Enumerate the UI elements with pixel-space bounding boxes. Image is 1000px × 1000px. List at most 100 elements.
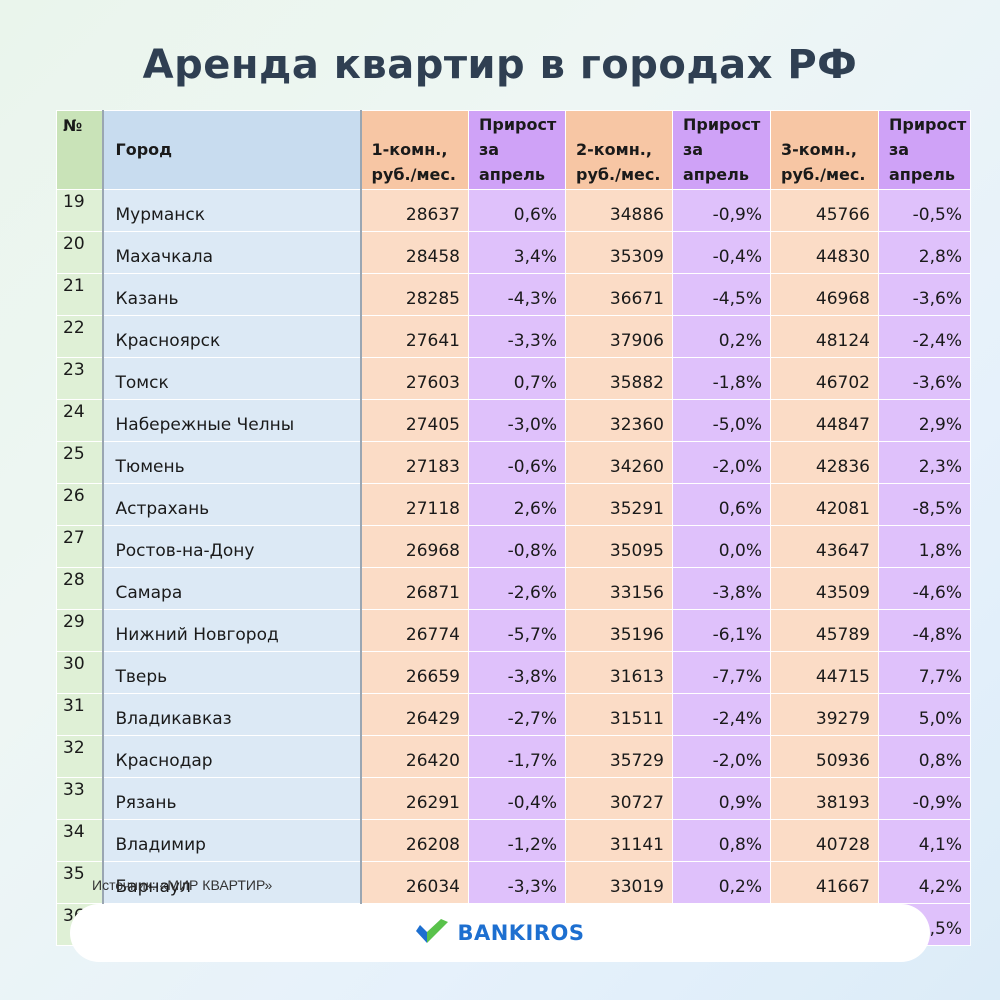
price-3room: 45766 (770, 189, 879, 232)
growth-1room: -0,6% (468, 441, 566, 484)
growth-2room: 0,0% (672, 525, 771, 568)
price-2room: 35309 (565, 231, 673, 274)
price-1room: 28285 (360, 273, 469, 316)
row-number: 19 (56, 189, 103, 232)
price-1room: 27118 (360, 483, 469, 526)
city-name: Красноярск (101, 315, 362, 358)
growth-2room: -5,0% (672, 399, 771, 442)
growth-1room: -3,3% (468, 861, 566, 904)
table-header-row: № Город 1-комн., руб./мес. Прирост за апрел… (56, 110, 971, 190)
growth-2room: -2,0% (672, 441, 771, 484)
price-3room: 44715 (770, 651, 879, 694)
price-3room: 39279 (770, 693, 879, 736)
price-3room: 38193 (770, 777, 879, 820)
table-row: 31 Владикавказ 26429 -2,7% 31511 -2,4% 39279 5,… (56, 693, 971, 736)
price-3room: 46968 (770, 273, 879, 316)
price-2room: 35196 (565, 609, 673, 652)
row-number: 22 (56, 315, 103, 358)
header-3room-growth: Прирост за апрель (878, 110, 971, 190)
row-number: 31 (56, 693, 103, 736)
table-row: 19 Мурманск 28637 0,6% 34886 -0,9% 45766 -0,5% (56, 189, 971, 232)
header-3room-price: 3-комн., руб./мес. (770, 110, 879, 190)
header-1room-price: 1-комн., руб./мес. (360, 110, 469, 190)
growth-2room: -4,5% (672, 273, 771, 316)
price-3room: 43647 (770, 525, 879, 568)
table-row: 34 Владимир 26208 -1,2% 31141 0,8% 40728 4,1% (56, 819, 971, 862)
growth-2room: 0,2% (672, 315, 771, 358)
city-name: Нижний Новгород (101, 609, 362, 652)
row-number: 28 (56, 567, 103, 610)
price-3room: 45789 (770, 609, 879, 652)
price-2room: 32360 (565, 399, 673, 442)
table-body: 19 Мурманск 28637 0,6% 34886 -0,9% 45766 -0,5% 2… (56, 189, 971, 946)
price-2room: 35729 (565, 735, 673, 778)
table-row: 35 Барнаул 26034 -3,3% 33019 0,2% 41667 4,2% (56, 861, 971, 904)
growth-3room: 2,9% (878, 399, 971, 442)
growth-1room: -1,7% (468, 735, 566, 778)
table-row: 30 Тверь 26659 -3,8% 31613 -7,7% 44715 7,7% (56, 651, 971, 694)
price-3room: 42836 (770, 441, 879, 484)
growth-3room: 2,3% (878, 441, 971, 484)
growth-2room: -2,4% (672, 693, 771, 736)
price-2room: 35095 (565, 525, 673, 568)
table-row: 32 Краснодар 26420 -1,7% 35729 -2,0% 50936 0,8% (56, 735, 971, 778)
growth-1room: -5,7% (468, 609, 566, 652)
row-number: 27 (56, 525, 103, 568)
growth-3room: 4,1% (878, 819, 971, 862)
row-number: 20 (56, 231, 103, 274)
growth-1room: 2,6% (468, 483, 566, 526)
price-1room: 26208 (360, 819, 469, 862)
price-3room: 42081 (770, 483, 879, 526)
growth-3room: 1,8% (878, 525, 971, 568)
header-2room-price: 2-комн., руб./мес. (565, 110, 673, 190)
growth-2room: -1,8% (672, 357, 771, 400)
growth-1room: -4,3% (468, 273, 566, 316)
price-1room: 26034 (360, 861, 469, 904)
growth-1room: -0,8% (468, 525, 566, 568)
growth-3room: -3,6% (878, 357, 971, 400)
price-1room: 26774 (360, 609, 469, 652)
table-row: 20 Махачкала 28458 3,4% 35309 -0,4% 44830 2,8% (56, 231, 971, 274)
growth-1room: 0,6% (468, 189, 566, 232)
header-1room-growth: Прирост за апрель (468, 110, 566, 190)
growth-1room: -0,4% (468, 777, 566, 820)
price-3room: 44830 (770, 231, 879, 274)
header-2room-growth: Прирост за апрель (672, 110, 771, 190)
price-2room: 31613 (565, 651, 673, 694)
growth-2room: 0,2% (672, 861, 771, 904)
growth-3room: -2,4% (878, 315, 971, 358)
price-2room: 37906 (565, 315, 673, 358)
price-2room: 33019 (565, 861, 673, 904)
growth-2room: 0,8% (672, 819, 771, 862)
growth-3room: -0,5% (878, 189, 971, 232)
price-1room: 26291 (360, 777, 469, 820)
city-name: Ростов-на-Дону (101, 525, 362, 568)
price-2room: 35882 (565, 357, 673, 400)
city-name: Набережные Челны (101, 399, 362, 442)
growth-2room: 0,6% (672, 483, 771, 526)
price-1room: 28458 (360, 231, 469, 274)
row-number: 21 (56, 273, 103, 316)
table-row: 25 Тюмень 27183 -0,6% 34260 -2,0% 42836 2,3% (56, 441, 971, 484)
price-1room: 27183 (360, 441, 469, 484)
price-1room: 27405 (360, 399, 469, 442)
price-2room: 35291 (565, 483, 673, 526)
growth-1room: 0,7% (468, 357, 566, 400)
city-name: Владимир (101, 819, 362, 862)
header-number: № (56, 110, 103, 190)
city-name: Казань (101, 273, 362, 316)
price-3room: 41667 (770, 861, 879, 904)
price-2room: 31141 (565, 819, 673, 862)
bankiros-logo-icon (416, 919, 449, 943)
growth-3room: -4,8% (878, 609, 971, 652)
row-number: 23 (56, 357, 103, 400)
price-2room: 36671 (565, 273, 673, 316)
growth-2room: -2,0% (672, 735, 771, 778)
rent-table: № Город 1-комн., руб./мес. Прирост за апрел… (56, 110, 971, 946)
city-name: Тюмень (101, 441, 362, 484)
growth-1room: -2,6% (468, 567, 566, 610)
footer-bar: BANKIROS (70, 904, 930, 962)
growth-1room: -1,2% (468, 819, 566, 862)
growth-3room: -3,6% (878, 273, 971, 316)
table-row: 28 Самара 26871 -2,6% 33156 -3,8% 43509 -4,6% (56, 567, 971, 610)
